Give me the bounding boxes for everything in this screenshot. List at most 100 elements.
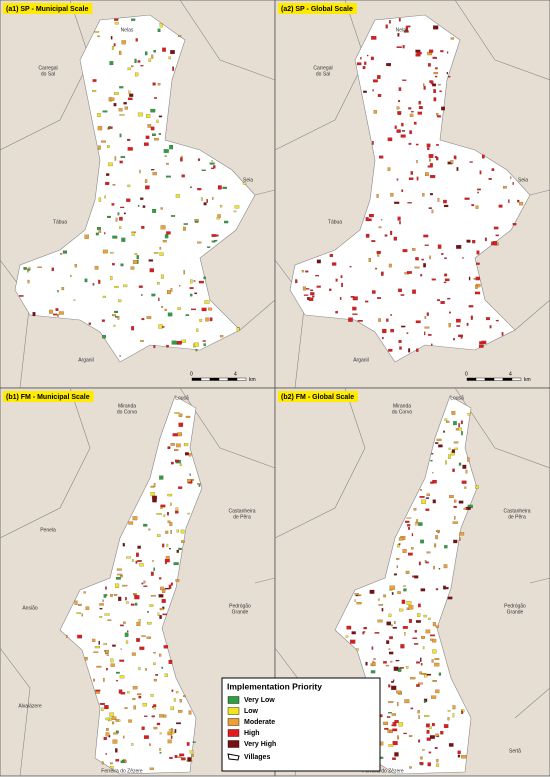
- patch: [433, 89, 436, 94]
- patch: [185, 314, 190, 316]
- patch: [129, 93, 134, 97]
- patch: [150, 126, 155, 131]
- patch: [396, 178, 399, 181]
- patch: [417, 603, 421, 608]
- patch: [57, 290, 59, 293]
- patch: [168, 584, 172, 589]
- patch: [146, 636, 152, 639]
- patch: [178, 709, 183, 713]
- patch: [414, 575, 419, 579]
- patch: [102, 335, 106, 339]
- patch: [110, 663, 115, 667]
- patch: [397, 111, 402, 114]
- patch: [123, 102, 127, 105]
- patch: [201, 169, 206, 171]
- patch: [414, 266, 420, 269]
- patch: [433, 71, 438, 75]
- patch: [388, 651, 394, 655]
- patch: [428, 49, 434, 53]
- patch: [138, 695, 142, 699]
- patch: [491, 168, 495, 172]
- patch: [438, 672, 442, 676]
- patch: [128, 521, 134, 525]
- patch: [112, 739, 118, 744]
- patch: [211, 234, 217, 237]
- patch: [453, 421, 457, 426]
- patch: [478, 344, 484, 348]
- patch: [131, 652, 136, 656]
- patch: [112, 235, 118, 239]
- patch: [127, 67, 131, 71]
- patch: [117, 316, 120, 320]
- patch: [128, 90, 131, 94]
- patch: [329, 253, 334, 257]
- patch: [158, 653, 162, 657]
- patch: [74, 264, 77, 268]
- place-label: Lousã: [175, 395, 189, 401]
- legend-label: Very Low: [244, 697, 275, 704]
- patch: [154, 97, 157, 99]
- patch: [119, 226, 122, 229]
- patch: [493, 241, 498, 246]
- patch: [316, 285, 321, 288]
- patch: [123, 735, 125, 739]
- patch: [407, 202, 412, 204]
- patch: [57, 314, 59, 317]
- patch: [149, 767, 154, 770]
- scale-bar: [191, 377, 202, 381]
- patch: [151, 54, 154, 59]
- patch: [396, 46, 402, 49]
- patch: [412, 637, 418, 639]
- patch: [421, 499, 426, 504]
- patch: [408, 107, 412, 110]
- patch: [416, 661, 420, 664]
- patch: [61, 287, 65, 291]
- legend-label: Villages: [244, 754, 270, 761]
- patch: [394, 621, 396, 624]
- patch: [23, 267, 27, 270]
- legend-label: High: [244, 730, 260, 737]
- patch: [99, 703, 105, 705]
- patch: [425, 561, 429, 564]
- patch: [148, 528, 151, 531]
- patch: [384, 727, 389, 730]
- patch: [162, 326, 165, 328]
- patch: [117, 212, 120, 216]
- patch: [126, 198, 131, 202]
- patch: [420, 657, 422, 662]
- patch: [408, 552, 413, 556]
- patch: [368, 213, 374, 218]
- scale-bar: [236, 377, 247, 381]
- patch: [216, 217, 220, 220]
- patch: [475, 262, 480, 265]
- patch: [159, 732, 162, 735]
- patch: [120, 263, 124, 267]
- patch: [406, 517, 412, 519]
- patch: [121, 40, 126, 45]
- boundary: [179, 0, 276, 81]
- patch: [62, 250, 68, 254]
- patch: [424, 316, 427, 319]
- patch: [122, 584, 128, 587]
- patch: [432, 649, 437, 654]
- patch: [368, 258, 371, 262]
- patch: [83, 591, 86, 594]
- scale-bar: [475, 377, 486, 381]
- patch: [189, 473, 191, 476]
- patch: [219, 205, 223, 208]
- patch: [171, 689, 174, 692]
- patch: [377, 297, 382, 299]
- patch: [146, 114, 151, 118]
- patch: [101, 761, 104, 765]
- legend-swatch: [227, 707, 240, 715]
- patch: [156, 513, 162, 515]
- patch: [217, 214, 221, 218]
- patch: [154, 138, 159, 141]
- patch: [394, 201, 400, 204]
- patch: [202, 340, 206, 342]
- patch: [143, 715, 148, 717]
- patch: [181, 757, 186, 761]
- patch: [436, 759, 439, 763]
- patch: [388, 701, 394, 703]
- patch: [386, 640, 390, 644]
